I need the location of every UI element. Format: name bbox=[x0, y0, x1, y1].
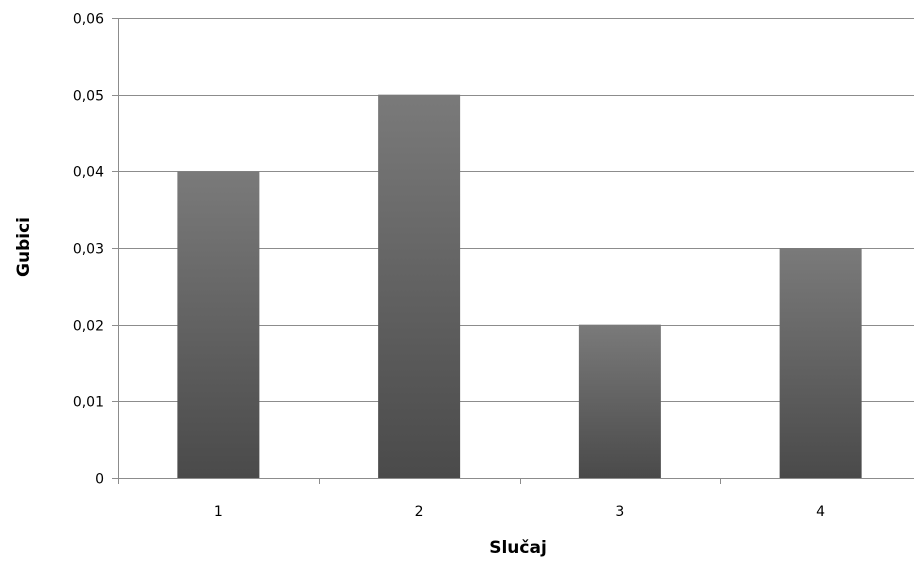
bar-3 bbox=[578, 324, 661, 478]
x-tick-label: 1 bbox=[214, 504, 223, 520]
bar-4 bbox=[779, 248, 862, 478]
x-axis-title: Slučaj bbox=[489, 538, 547, 558]
y-tick-label: 0,04 bbox=[73, 165, 104, 181]
tick-labels: 0 0,01 0,02 0,03 0,04 0,05 0,06 1 2 3 4 bbox=[73, 12, 825, 521]
bar-2 bbox=[378, 94, 461, 479]
axes bbox=[112, 18, 914, 484]
x-tick-label: 3 bbox=[615, 504, 624, 520]
y-tick-label: 0,01 bbox=[73, 395, 104, 411]
bar-1 bbox=[177, 171, 260, 479]
x-tick-label: 4 bbox=[816, 504, 825, 520]
y-tick-label: 0,03 bbox=[73, 242, 104, 258]
y-axis-title: Gubici bbox=[14, 217, 34, 277]
y-tick-label: 0,02 bbox=[73, 319, 104, 335]
bars bbox=[177, 94, 862, 479]
y-tick-label: 0 bbox=[95, 472, 104, 488]
y-tick-label: 0,05 bbox=[73, 89, 104, 105]
x-tick-label: 2 bbox=[415, 504, 424, 520]
y-tick-label: 0,06 bbox=[73, 12, 104, 28]
